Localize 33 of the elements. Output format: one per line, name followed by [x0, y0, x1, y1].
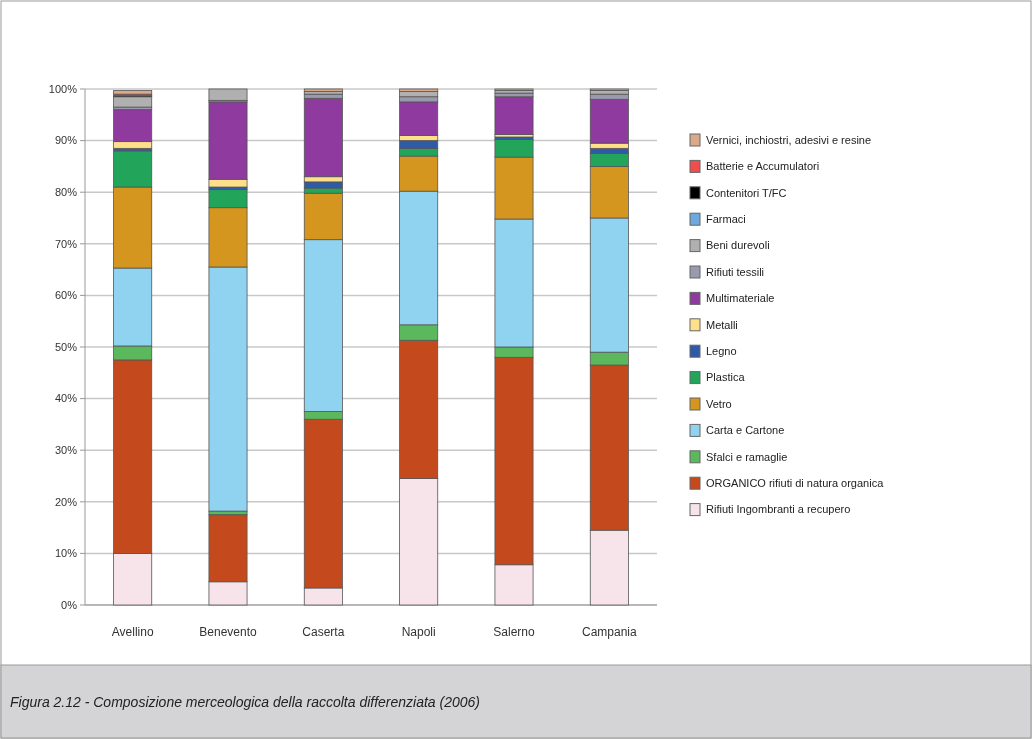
legend-label: ORGANICO rifiuti di natura organica [706, 477, 885, 490]
x-tick-label: Salerno [493, 625, 535, 639]
x-tick-label: Caserta [302, 625, 345, 639]
legend-label: Multimateriale [706, 292, 775, 305]
y-tick-label: 20% [54, 495, 78, 508]
y-tick-label: 100% [48, 82, 78, 95]
legend-label: Sfalci e ramaglie [706, 450, 788, 463]
legend-label: Metalli [706, 318, 738, 331]
x-tick-label: Campania [581, 625, 638, 639]
legend-label: Batterie e Accumulatori [706, 160, 820, 173]
legend-label: Vetro [706, 397, 732, 410]
text: Figura 2.12 - Composizione merceologica della raccolta differenziata (2006) [10, 694, 481, 710]
y-tick-label: 80% [54, 186, 78, 199]
legend-label: Rifiuti Ingombranti a recupero [706, 503, 851, 516]
legend-label: Contenitori T/FC [706, 186, 787, 199]
y-tick-label: 0% [61, 598, 78, 611]
x-tick-label: Avellino [111, 625, 154, 639]
legend-label: Beni durevoli [706, 239, 770, 252]
x-tick-label: Benevento [199, 625, 258, 639]
y-tick-label: 60% [54, 289, 78, 302]
legend-label: Farmaci [706, 213, 746, 226]
legend-label: Rifiuti tessili [706, 265, 765, 278]
y-tick-label: 70% [54, 237, 78, 250]
y-tick-label: 90% [54, 134, 78, 147]
y-tick-label: 30% [54, 444, 78, 457]
y-tick-label: 50% [54, 340, 78, 353]
legend-label: Plastica [706, 371, 746, 384]
x-tick-label: Napoli [401, 625, 436, 639]
legend-label: Vernici, inchiostri, adesivi e resine [706, 133, 872, 146]
legend-label: Legno [706, 345, 737, 358]
y-tick-label: 40% [54, 392, 78, 405]
y-tick-label: 10% [54, 547, 78, 560]
legend-label: Carta e Cartone [706, 424, 785, 437]
